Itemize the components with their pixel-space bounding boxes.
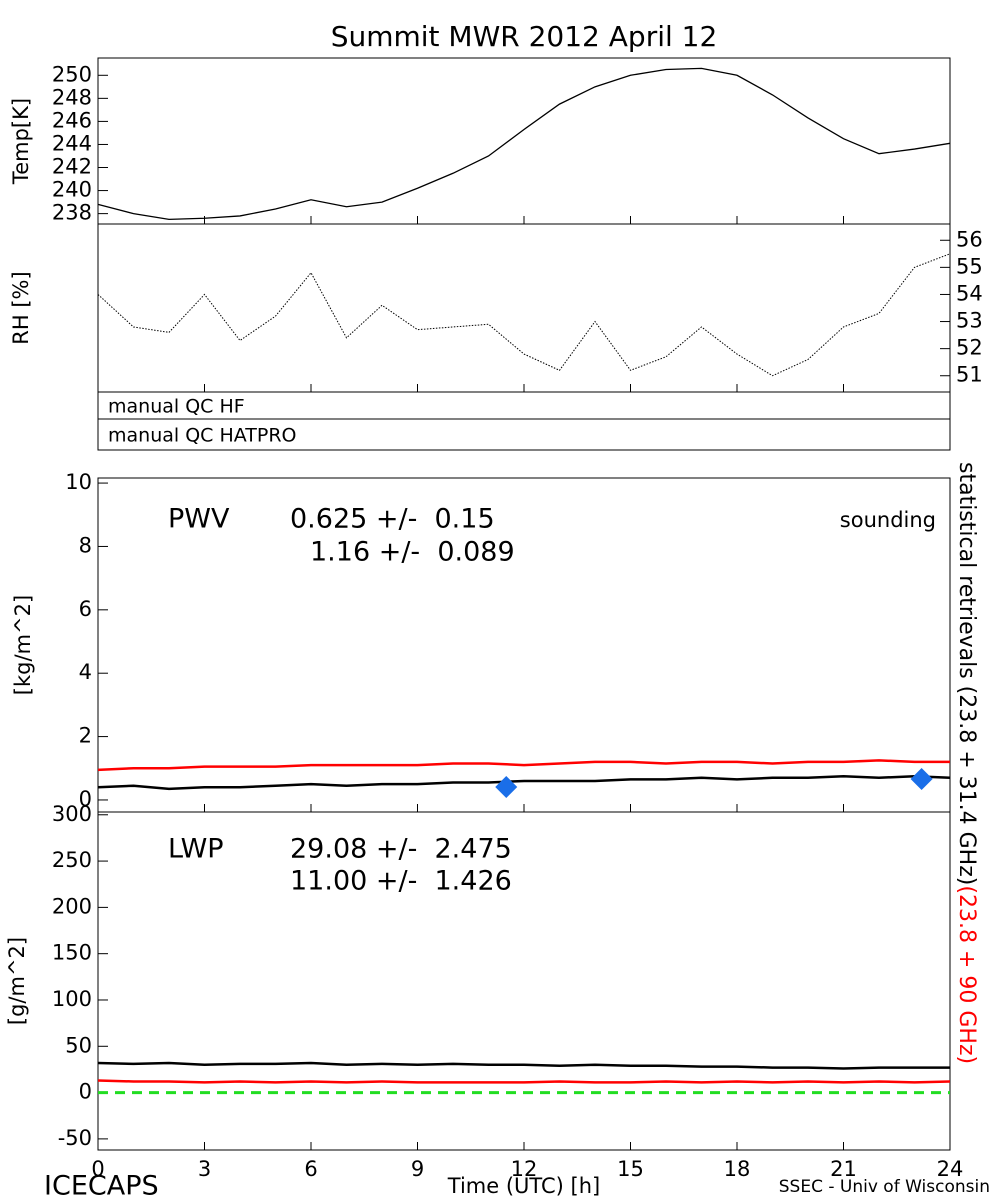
x-tick-label: 0 (91, 1157, 104, 1181)
y-tick-label: 244 (52, 131, 92, 155)
plot-frame (97, 57, 951, 225)
annotation: 1.16 +/- 0.089 (310, 537, 515, 568)
y-tick-label: 250 (52, 848, 92, 872)
y-axis-label: [g/m^2] (5, 937, 29, 1025)
y-axis-label: [kg/m^2] (11, 595, 35, 695)
y-tick-label: 238 (52, 201, 92, 225)
legend-entry: sounding (840, 508, 936, 532)
annotation: 29.08 +/- 2.475 (290, 834, 512, 865)
y-tick-label: 53 (956, 309, 983, 333)
y-tick-label: 242 (52, 155, 92, 179)
x-tick-label: 21 (830, 1157, 857, 1181)
y-tick-label: 246 (52, 108, 92, 132)
footer-right: SSEC - Univ of Wisconsin (779, 1177, 990, 1197)
y-tick-label: -50 (58, 1126, 92, 1150)
y-tick-label: 6 (79, 597, 92, 621)
side-label-part: (23.8 + 90 GHz) (954, 885, 979, 1064)
y-tick-label: 300 (52, 802, 92, 826)
footer-left: ICECAPS (44, 1171, 159, 1200)
y-tick-label: 8 (79, 533, 92, 557)
x-tick-label: 15 (617, 1157, 644, 1181)
y-tick-label: 250 (52, 62, 92, 86)
y-tick-label: 0 (79, 1080, 92, 1104)
x-tick-label: 12 (511, 1157, 538, 1181)
series-line (97, 1061, 950, 1070)
y-tick-label: 200 (52, 894, 92, 918)
series-line (97, 774, 951, 791)
series-line (97, 253, 951, 377)
y-tick-label: 52 (956, 336, 983, 360)
y-tick-label: 10 (65, 470, 92, 494)
annotation: LWP (168, 834, 224, 865)
y-axis-label: Temp[K] (9, 98, 33, 185)
y-tick-label: 0 (79, 787, 92, 811)
y-tick-label: 150 (52, 941, 92, 965)
x-tick-label: 3 (198, 1157, 211, 1181)
y-tick-label: 2 (79, 724, 92, 748)
plot-frame (97, 223, 951, 393)
series-line (97, 759, 950, 772)
sounding-point (910, 768, 933, 791)
series-line (97, 67, 951, 221)
y-tick-label: 4 (79, 660, 92, 684)
qc-label: manual QC HATPRO (108, 425, 297, 447)
chart-title: Summit MWR 2012 April 12 (331, 20, 718, 53)
side-label-part: statistical retrievals (23.8 + 31.4 GHz) (954, 462, 979, 885)
plot-frame (97, 811, 951, 1151)
annotation: 0.625 +/- 0.15 (290, 504, 495, 535)
annotation: 11.00 +/- 1.426 (290, 866, 512, 897)
y-tick-label: 51 (956, 363, 983, 387)
x-tick-label: 18 (724, 1157, 751, 1181)
x-axis-label: Time (UTC) [h] (447, 1174, 600, 1198)
y-axis-label: RH [%] (9, 271, 33, 344)
annotation: PWV (168, 504, 230, 535)
y-tick-label: 50 (65, 1033, 92, 1057)
x-tick-label: 9 (411, 1157, 424, 1181)
y-tick-label: 240 (52, 178, 92, 202)
x-tick-label: 24 (937, 1157, 964, 1181)
x-tick-label: 6 (304, 1157, 317, 1181)
sounding-point (495, 775, 518, 798)
y-tick-label: 55 (956, 254, 983, 278)
y-tick-label: 54 (956, 281, 983, 305)
series-line (97, 1079, 951, 1084)
y-tick-label: 248 (52, 85, 92, 109)
y-tick-label: 56 (956, 227, 983, 251)
y-tick-label: 100 (52, 987, 92, 1011)
side-label: statistical retrievals (23.8 + 31.4 GHz)… (954, 462, 979, 1064)
qc-label: manual QC HF (108, 396, 245, 418)
